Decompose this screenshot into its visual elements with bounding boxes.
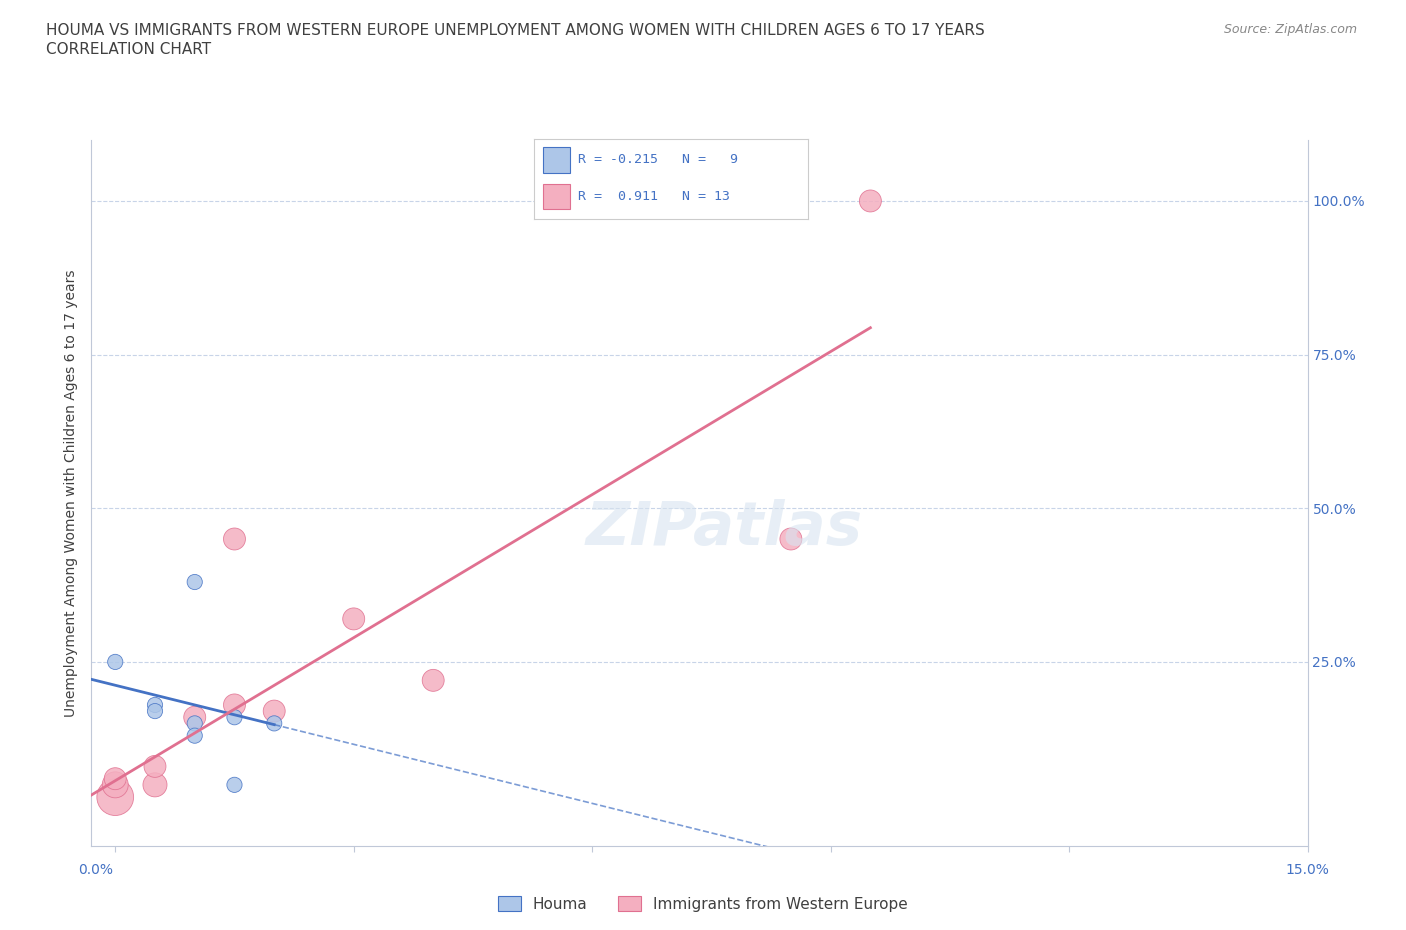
Text: 0.0%: 0.0% <box>79 862 112 877</box>
Point <box>224 698 246 712</box>
Point <box>104 790 127 804</box>
Text: CORRELATION CHART: CORRELATION CHART <box>46 42 211 57</box>
Point <box>104 771 127 786</box>
Point <box>224 710 246 724</box>
Text: ZIPatlas: ZIPatlas <box>585 498 862 558</box>
Point <box>143 698 166 712</box>
Bar <box>543 184 569 209</box>
Point <box>183 716 205 731</box>
Text: R =  0.911   N = 13: R = 0.911 N = 13 <box>578 190 730 203</box>
Point <box>263 704 285 719</box>
Point <box>422 673 444 688</box>
Y-axis label: Unemployment Among Women with Children Ages 6 to 17 years: Unemployment Among Women with Children A… <box>65 269 79 717</box>
Point <box>104 777 127 792</box>
Point <box>183 575 205 590</box>
Point <box>183 728 205 743</box>
Point <box>224 777 246 792</box>
Point <box>183 710 205 724</box>
Point <box>224 532 246 547</box>
Legend: Houma, Immigrants from Western Europe: Houma, Immigrants from Western Europe <box>492 889 914 918</box>
Bar <box>543 147 569 173</box>
Text: 15.0%: 15.0% <box>1285 862 1330 877</box>
Point <box>343 611 366 626</box>
Point <box>859 193 882 208</box>
Text: Source: ZipAtlas.com: Source: ZipAtlas.com <box>1223 23 1357 36</box>
Point <box>143 777 166 792</box>
Point <box>104 655 127 670</box>
Point <box>263 716 285 731</box>
Point <box>143 704 166 719</box>
Point <box>143 759 166 774</box>
Point <box>780 532 803 547</box>
Text: R = -0.215   N =   9: R = -0.215 N = 9 <box>578 153 738 166</box>
Text: HOUMA VS IMMIGRANTS FROM WESTERN EUROPE UNEMPLOYMENT AMONG WOMEN WITH CHILDREN A: HOUMA VS IMMIGRANTS FROM WESTERN EUROPE … <box>46 23 986 38</box>
